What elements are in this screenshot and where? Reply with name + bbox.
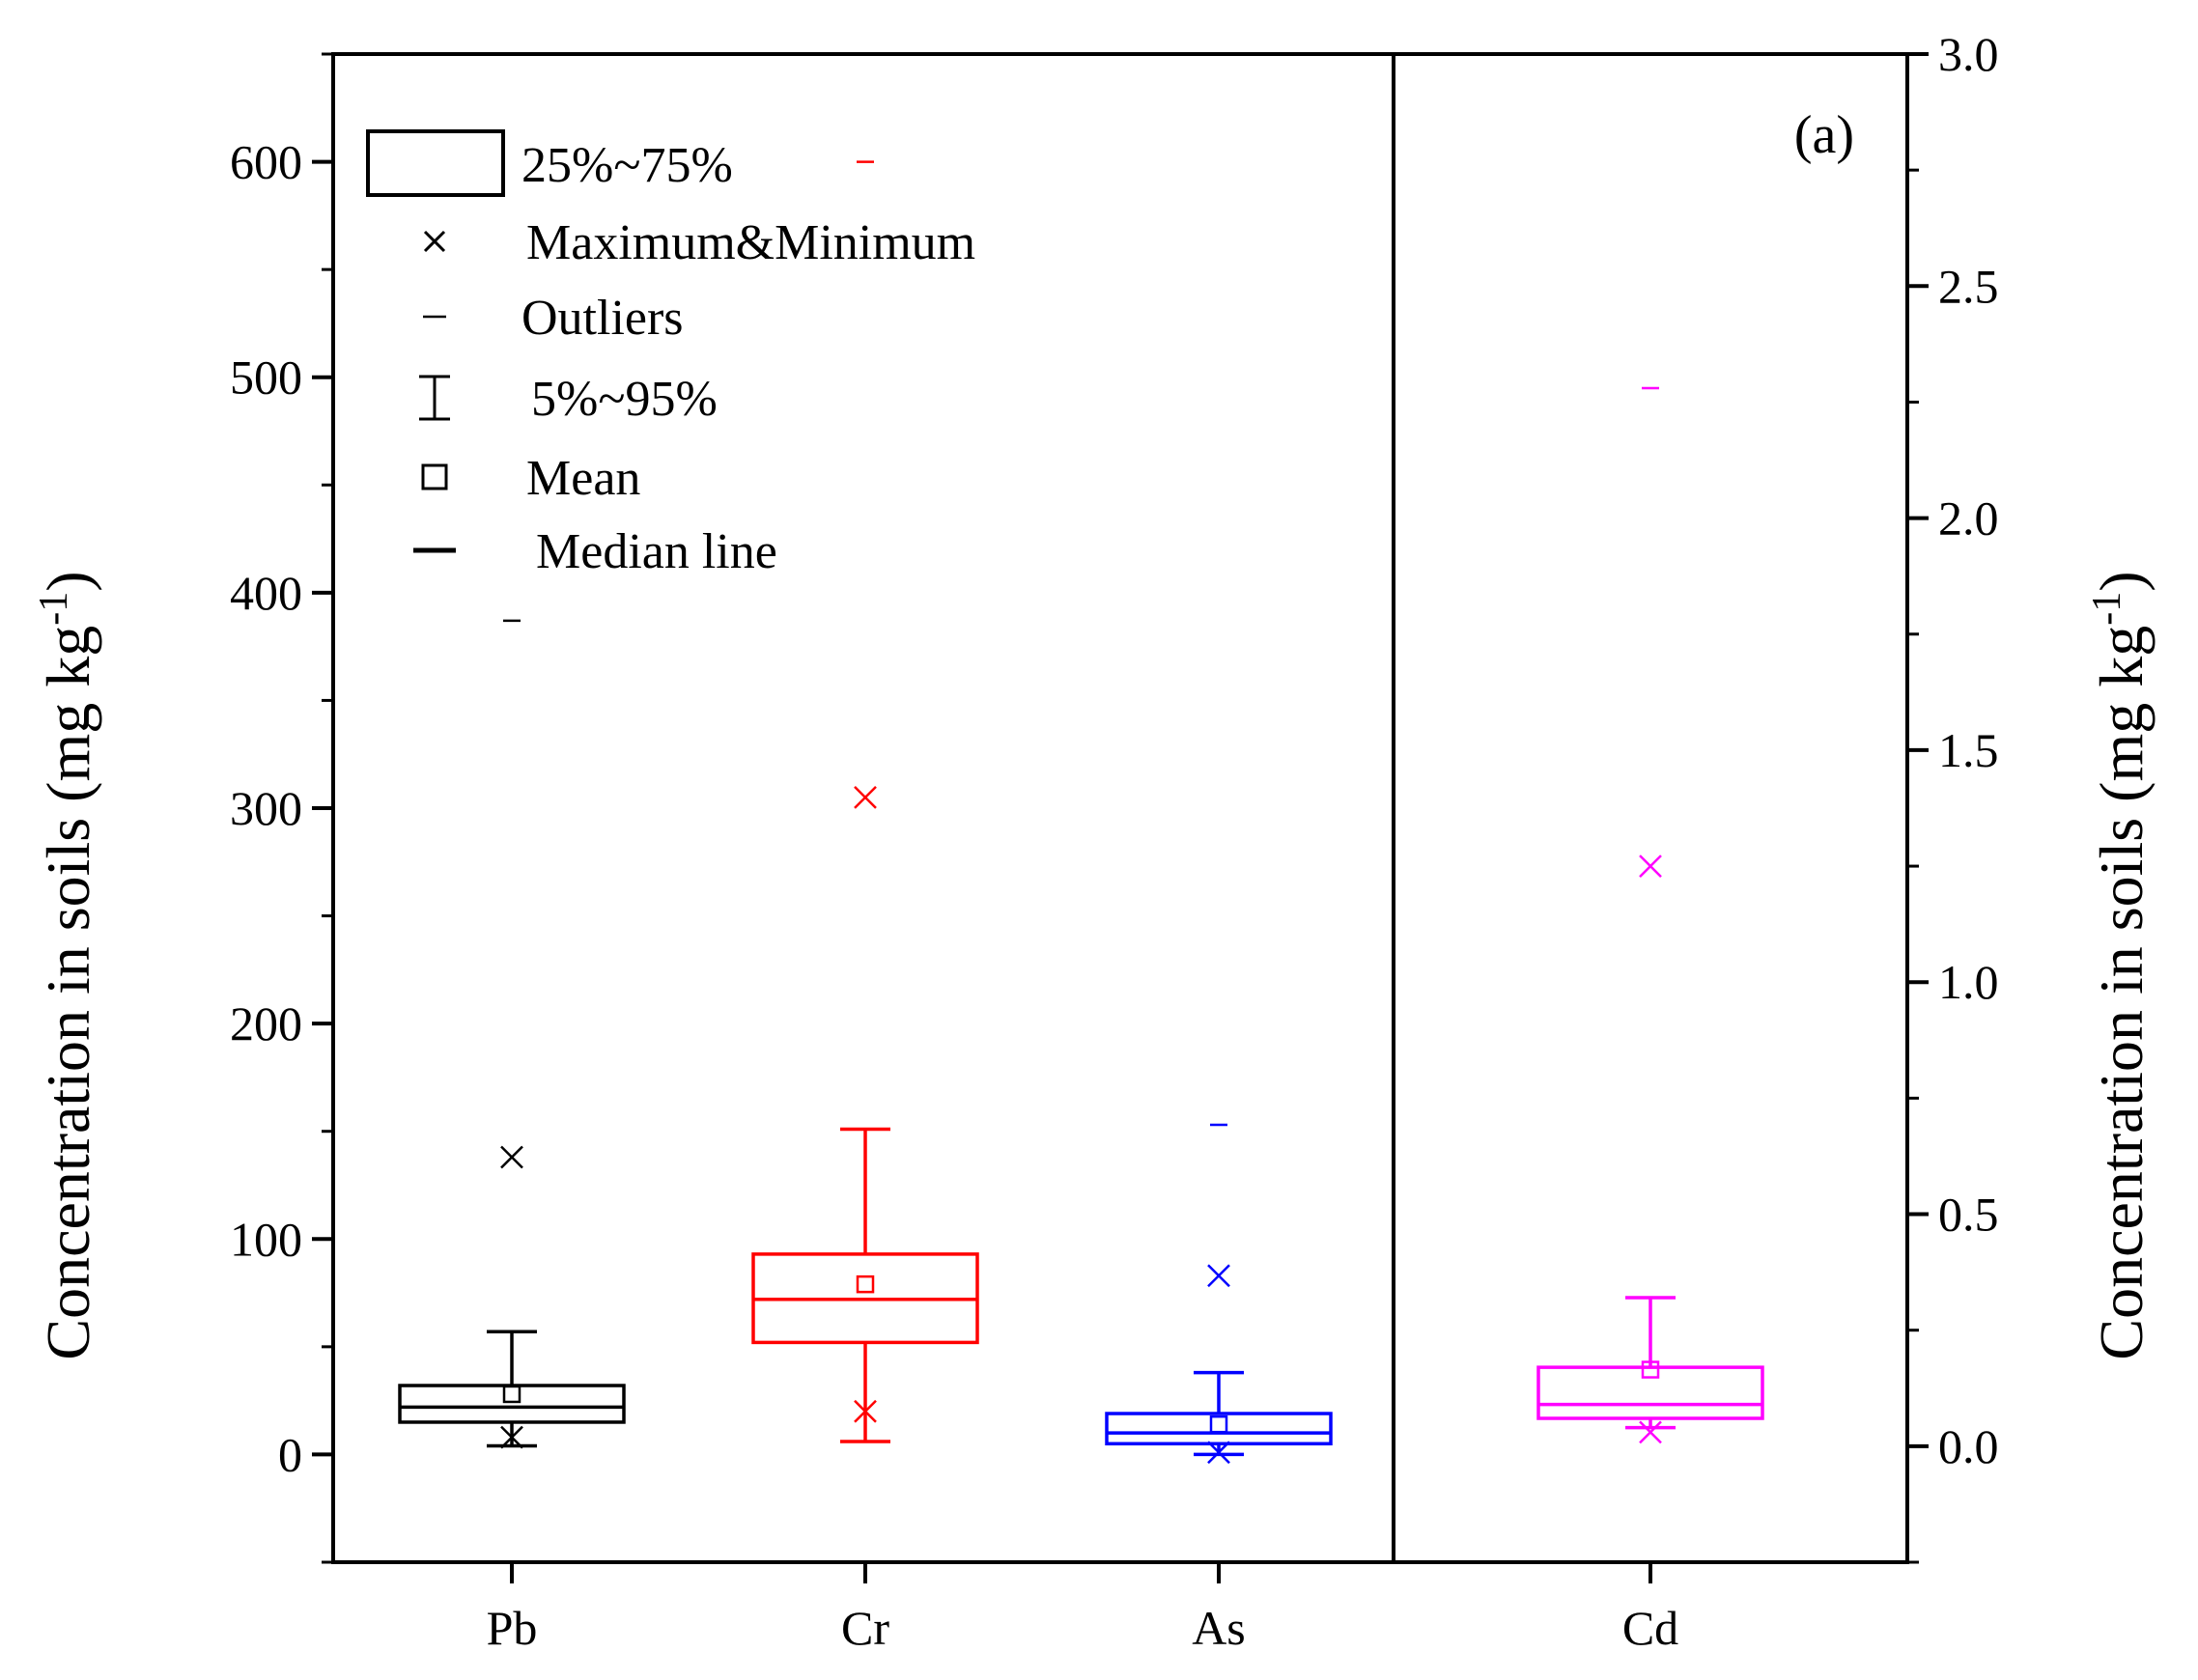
legend-label: Outliers bbox=[521, 291, 684, 346]
left-axis-title: Concentration in soils (mg kg-1) bbox=[32, 571, 102, 1359]
right-axis-title: Concentration in soils (mg kg-1) bbox=[2085, 571, 2156, 1359]
legend-square-symbol bbox=[421, 463, 448, 490]
legend-box-symbol bbox=[366, 129, 505, 197]
legend-cross-symbol bbox=[423, 230, 446, 253]
mean-marker bbox=[1209, 1414, 1228, 1434]
right-tick-label: 3.0 bbox=[1938, 27, 1999, 81]
iqr-box bbox=[398, 1384, 626, 1424]
max-marker bbox=[854, 785, 877, 809]
x-tick-label: As bbox=[1192, 1601, 1246, 1655]
legend-label: 5%~95% bbox=[531, 372, 718, 427]
left-axis-title-main: Concentration in soils (mg kg bbox=[34, 626, 102, 1360]
right-tick-label: 0.5 bbox=[1938, 1188, 1999, 1242]
mean-marker bbox=[1641, 1360, 1660, 1379]
right-axis-title-sup: -1 bbox=[2085, 592, 2129, 626]
left-axis-title-close: ) bbox=[34, 571, 102, 591]
x-axis-ticks: Pb Cr As Cd bbox=[487, 1562, 1678, 1655]
plot-frame bbox=[331, 52, 1909, 1564]
left-tick-label: 400 bbox=[230, 566, 302, 620]
cross-stroke bbox=[1639, 1420, 1662, 1444]
box-as bbox=[1105, 1123, 1333, 1465]
min-marker bbox=[500, 1425, 523, 1449]
min-marker bbox=[1639, 1420, 1662, 1444]
box-cr bbox=[751, 160, 979, 1443]
min-marker bbox=[854, 1399, 877, 1423]
cross-stroke bbox=[1639, 854, 1662, 878]
legend-entry-median: Median line bbox=[413, 524, 777, 579]
max-marker bbox=[1639, 854, 1662, 878]
x-tick-label: Cd bbox=[1622, 1601, 1678, 1655]
legend: 25%~75% Maximum&Minimum Outliers 5%~95% Mean… bbox=[366, 129, 975, 579]
iqr-box bbox=[1105, 1412, 1333, 1446]
right-axis-ticks: 0.0 0.5 1.0 1.5 2.0 2.5 3.0 bbox=[1907, 27, 1999, 1564]
right-tick-label: 1.5 bbox=[1938, 723, 1999, 777]
min-marker bbox=[1207, 1441, 1230, 1465]
right-axis-title-close: ) bbox=[2087, 571, 2156, 591]
left-tick-label: 200 bbox=[230, 996, 302, 1050]
cross-stroke bbox=[1207, 1264, 1230, 1288]
legend-label: 25%~75% bbox=[521, 138, 733, 193]
right-tick-label: 1.0 bbox=[1938, 955, 1999, 1009]
left-axis-ticks: 0 100 200 300 400 500 600 bbox=[230, 52, 333, 1564]
left-tick-label: 300 bbox=[230, 781, 302, 835]
iqr-box bbox=[1536, 1365, 1764, 1420]
box-series bbox=[398, 160, 1764, 1465]
cross-stroke bbox=[500, 1145, 523, 1169]
cross-stroke bbox=[1207, 1441, 1230, 1465]
box-pb bbox=[398, 619, 626, 1449]
legend-entry-cross: Maximum&Minimum bbox=[423, 215, 975, 270]
cross-stroke bbox=[854, 1399, 877, 1423]
legend-entry-box: 25%~75% bbox=[366, 129, 733, 197]
left-tick-label: 0 bbox=[278, 1427, 302, 1481]
legend-label: Median line bbox=[536, 524, 777, 579]
legend-label: Maximum&Minimum bbox=[526, 215, 975, 270]
legend-label: Mean bbox=[526, 451, 640, 506]
mean-marker bbox=[856, 1274, 875, 1294]
legend-entry-dash: Outliers bbox=[423, 291, 684, 346]
left-tick-label: 600 bbox=[230, 135, 302, 189]
legend-entry-whisker: 5%~95% bbox=[419, 372, 718, 427]
max-marker bbox=[500, 1145, 523, 1169]
cross-stroke bbox=[500, 1425, 523, 1449]
box-cd bbox=[1536, 386, 1764, 1444]
panel-label: (a) bbox=[1794, 105, 1854, 165]
legend-entry-square: Mean bbox=[421, 451, 640, 506]
left-tick-label: 500 bbox=[230, 350, 302, 405]
right-tick-label: 2.5 bbox=[1938, 259, 1999, 313]
max-marker bbox=[1207, 1264, 1230, 1288]
x-tick-label: Cr bbox=[841, 1601, 889, 1655]
right-tick-label: 2.0 bbox=[1938, 491, 1999, 546]
x-tick-label: Pb bbox=[487, 1601, 538, 1655]
cross-stroke bbox=[854, 785, 877, 809]
right-tick-label: 0.0 bbox=[1938, 1419, 1999, 1473]
right-axis-title-main: Concentration in soils (mg kg bbox=[2087, 626, 2156, 1360]
left-axis-title-sup: -1 bbox=[32, 592, 76, 626]
left-tick-label: 100 bbox=[230, 1212, 302, 1266]
mean-marker bbox=[502, 1385, 521, 1404]
